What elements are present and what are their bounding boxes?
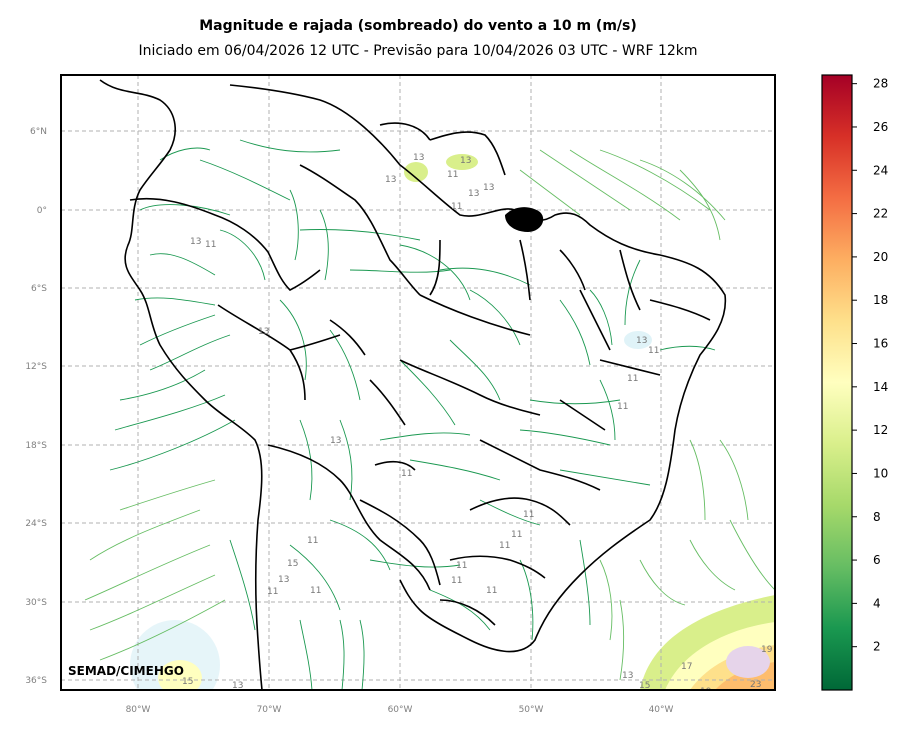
contour-label: 11	[499, 541, 510, 551]
contour-label: 13	[622, 671, 633, 681]
contour-label: 11	[447, 170, 458, 180]
lat-label: 12°S	[25, 362, 47, 372]
contour-label: 13	[278, 575, 289, 585]
contour-label: 11	[267, 587, 278, 597]
colorbar-tick-label: 20	[873, 250, 888, 264]
contour-label: 13	[190, 237, 201, 247]
colorbar-tick-label: 14	[873, 380, 888, 394]
borders	[99, 79, 727, 690]
colorbar-tick-label: 16	[873, 337, 888, 351]
colorbar-tick-label: 2	[873, 640, 881, 654]
contour-label: 13	[460, 156, 471, 166]
lat-label: 36°S	[25, 676, 47, 686]
colorbar-tick-label: 4	[873, 596, 881, 610]
longitude-labels: 80°W 70°W 60°W 50°W 40°W	[126, 705, 674, 715]
contour-label: 13	[413, 153, 424, 163]
streamlines-light	[84, 149, 775, 681]
gridlines	[61, 75, 775, 690]
contour-label: 23	[750, 680, 761, 690]
contour-label: 13	[483, 183, 494, 193]
contour-label: 11	[307, 536, 318, 546]
contour-label: 11	[648, 346, 659, 356]
lat-label: 24°S	[25, 519, 47, 529]
map-subtitle: Iniciado em 06/04/2026 12 UTC - Previsão…	[138, 43, 698, 59]
gust-shading	[130, 154, 775, 690]
contour-label: 11	[456, 561, 467, 571]
contour-label: 15	[639, 681, 650, 691]
contour-label: 11	[205, 240, 216, 250]
contour-labels: 13 13 11 13 13 13 11 13 11 13 13 11 11 1…	[182, 153, 773, 697]
contour-label: 19	[761, 645, 773, 655]
contour-label: 11	[627, 374, 638, 384]
amazon-delta	[505, 207, 544, 232]
contour-label: 11	[451, 202, 462, 212]
contour-label: 11	[617, 402, 628, 412]
colorbar-bar	[821, 74, 853, 691]
lat-label: 6°N	[30, 127, 47, 137]
colorbar-tick-label: 24	[873, 163, 888, 177]
lon-label: 80°W	[126, 705, 151, 715]
contour-label: 15	[182, 677, 193, 687]
map-title: Magnitude e rajada (sombreado) do vento …	[199, 18, 637, 34]
contour-label: 13	[232, 681, 243, 691]
contour-label: 11	[310, 586, 321, 596]
credit-label: SEMAD/CIMEHGO	[68, 664, 184, 678]
contour-label: 11	[523, 510, 534, 520]
colorbar-tick-label: 22	[873, 207, 888, 221]
lon-label: 50°W	[519, 705, 544, 715]
contour-label: 13	[636, 336, 647, 346]
contour-label: 15	[287, 559, 298, 569]
contour-label: 13	[330, 436, 341, 446]
contour-label: 11	[401, 469, 412, 479]
colorbar-tick-label: 18	[873, 293, 888, 307]
contour-label: 11	[486, 586, 497, 596]
lat-label: 0°	[37, 206, 47, 216]
lon-label: 70°W	[257, 705, 282, 715]
lon-label: 60°W	[388, 705, 413, 715]
colorbar-tick-label: 6	[873, 553, 881, 567]
lon-label: 40°W	[649, 705, 674, 715]
colorbar-tick-label: 26	[873, 120, 888, 134]
latitude-labels: 6°N 0° 6°S 12°S 18°S 24°S 30°S 36°S	[25, 127, 47, 686]
colorbar-tick-label: 10	[873, 466, 888, 480]
contour-label: 13	[258, 327, 269, 337]
colorbar-tick-label: 8	[873, 510, 881, 524]
colorbar-tick-label: 28	[873, 77, 888, 91]
contour-label: 17	[681, 662, 692, 672]
contour-label: 13	[385, 175, 396, 185]
contour-label: 11	[451, 576, 462, 586]
map-frame	[60, 74, 776, 691]
colorbar-tick-label: 12	[873, 423, 888, 437]
contour-label: 13	[468, 189, 479, 199]
lat-label: 18°S	[25, 441, 47, 451]
lat-label: 30°S	[25, 598, 47, 608]
contour-label: 19	[700, 687, 712, 697]
contour-label: 11	[511, 530, 522, 540]
lat-label: 6°S	[31, 284, 47, 294]
